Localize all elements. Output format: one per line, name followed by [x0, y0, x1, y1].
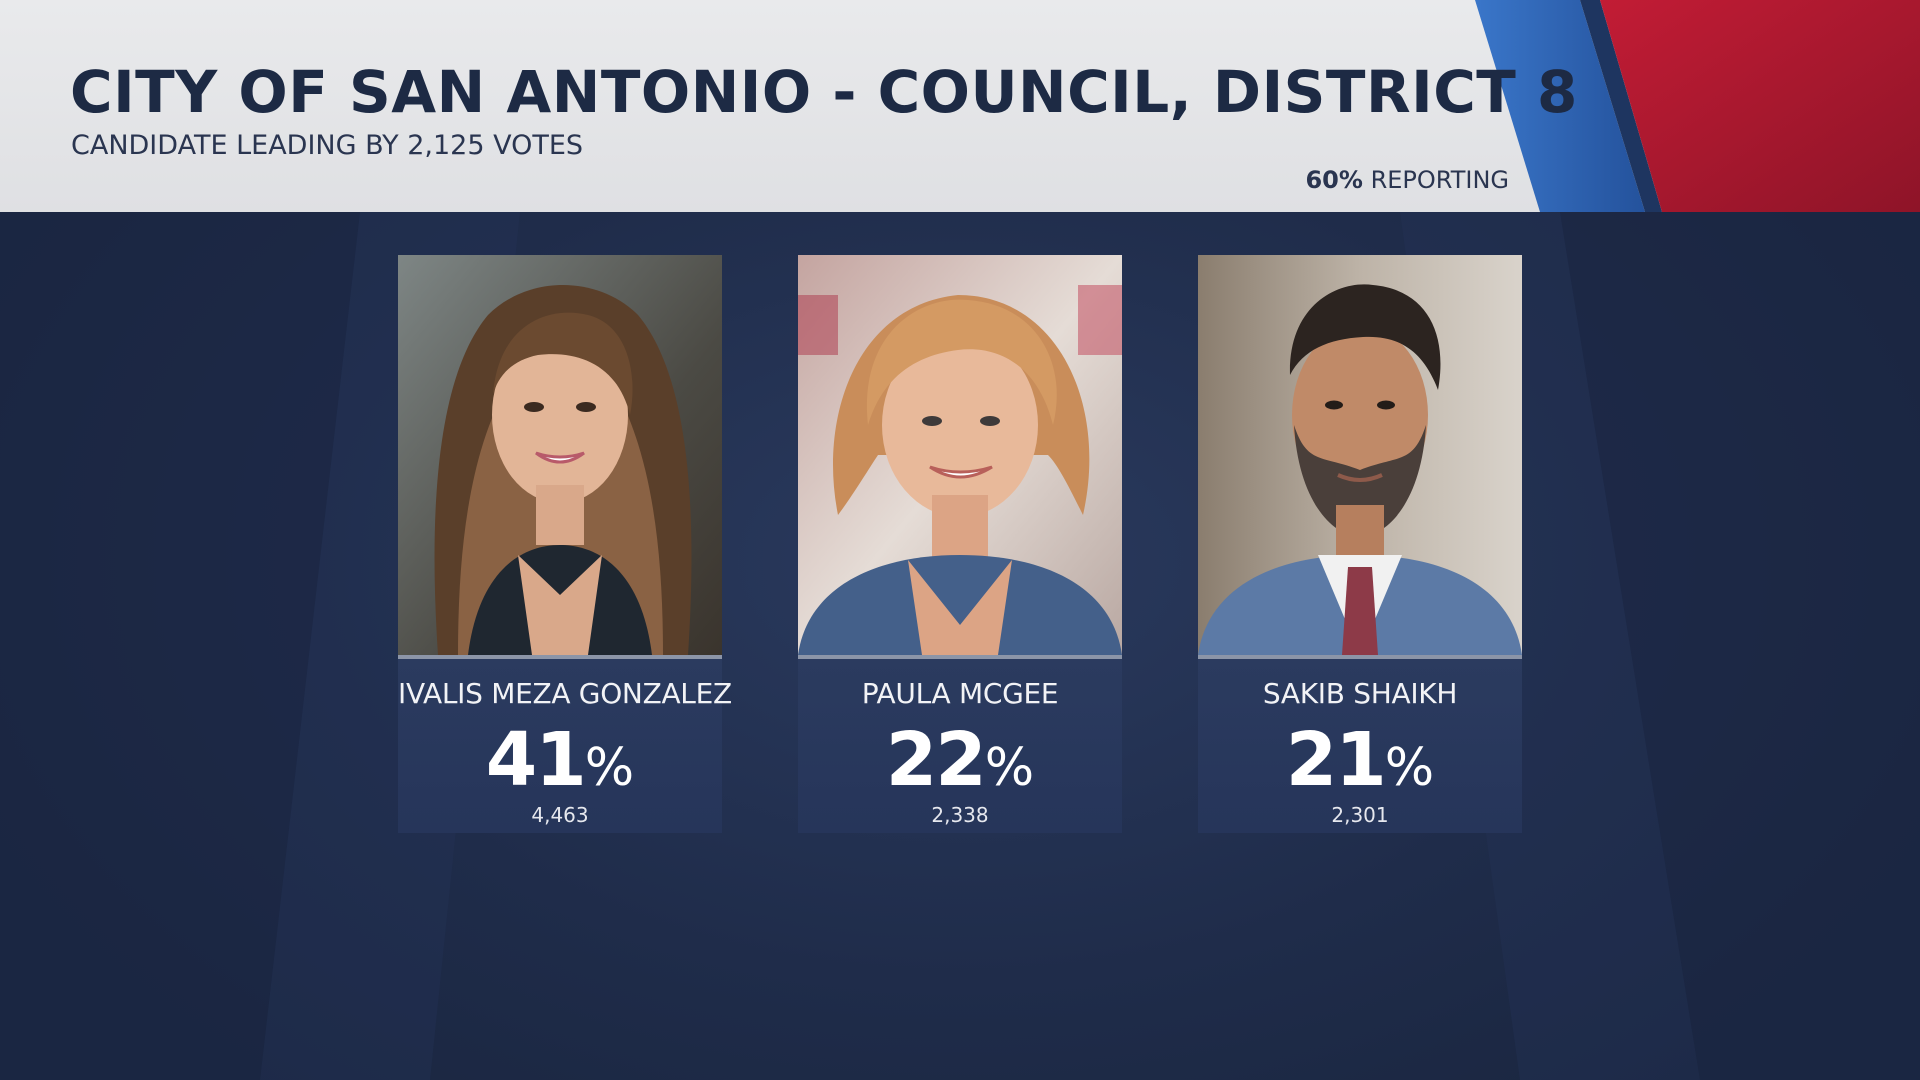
- reporting-status: 60% REPORTING: [1305, 166, 1509, 194]
- candidate-percent-sign: %: [1384, 738, 1435, 798]
- results-header: CITY OF SAN ANTONIO - COUNCIL, DISTRICT …: [0, 0, 1920, 212]
- candidate-percent-sign: %: [984, 738, 1035, 798]
- candidate-card-paula: PAULA MCGEE 22% 2,338: [798, 255, 1122, 833]
- candidate-votes: 4,463: [531, 803, 589, 827]
- reporting-percent: 60%: [1305, 166, 1363, 194]
- candidate-percent-value: 22: [885, 717, 987, 803]
- candidate-card-ivalis: IVALIS MEZA GONZALEZ 41% 4,463: [398, 255, 732, 833]
- candidate-percent-sign: %: [584, 738, 635, 798]
- candidate-name: IVALIS MEZA GONZALEZ: [398, 677, 732, 710]
- lead-margin-subtitle: CANDIDATE LEADING BY 2,125 VOTES: [71, 130, 584, 161]
- candidate-photo-ivalis: [398, 255, 722, 655]
- candidate-percent: 22%: [798, 717, 1122, 803]
- candidate-name: PAULA MCGEE: [861, 677, 1059, 710]
- candidate-result-ivalis: IVALIS MEZA GONZALEZ 41% 4,463: [398, 655, 732, 833]
- candidate-result-sakib: SAKIB SHAIKH 21% 2,301: [1198, 655, 1522, 833]
- header-accent-stripes: [1475, 0, 1920, 212]
- candidate-card-sakib: SAKIB SHAIKH 21% 2,301: [1198, 255, 1522, 833]
- candidate-name: SAKIB SHAIKH: [1262, 677, 1458, 710]
- candidate-percent-value: 41: [485, 717, 587, 803]
- candidate-percent: 41%: [398, 717, 722, 803]
- race-title: CITY OF SAN ANTONIO - COUNCIL, DISTRICT …: [70, 58, 1578, 126]
- reporting-label: REPORTING: [1370, 166, 1509, 194]
- candidate-votes: 2,301: [1331, 803, 1389, 827]
- candidate-percent: 21%: [1198, 717, 1522, 803]
- candidate-result-paula: PAULA MCGEE 22% 2,338: [798, 655, 1122, 833]
- candidate-percent-value: 21: [1285, 717, 1387, 803]
- candidate-votes: 2,338: [931, 803, 989, 827]
- candidate-photo-sakib: [1198, 255, 1522, 655]
- candidate-photo-paula: [798, 255, 1122, 655]
